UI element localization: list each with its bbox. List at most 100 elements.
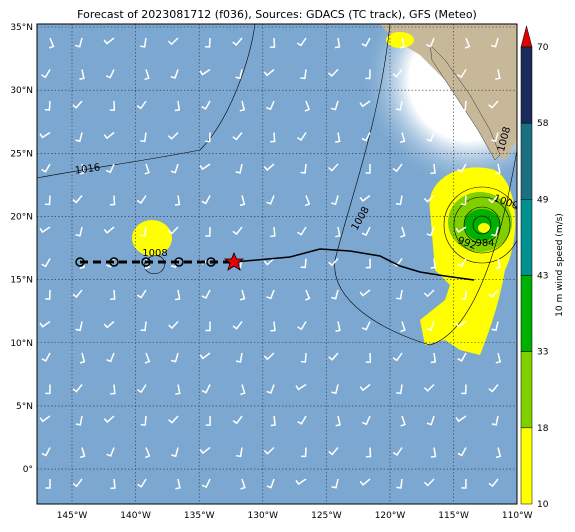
- wind-barb: [263, 68, 275, 77]
- wind-barb: [199, 68, 211, 76]
- wind-barb: [270, 415, 276, 427]
- wind-barb: [365, 69, 371, 80]
- wind-barb: [170, 163, 179, 174]
- wind-barb: [426, 415, 435, 426]
- wind-barb: [327, 68, 339, 78]
- wind-barb: [359, 478, 371, 486]
- title: Forecast of 2023081712 (f036), Sources: …: [77, 8, 477, 21]
- wind-barb: [296, 132, 307, 142]
- colorbar-label: 10 m wind speed (m/s): [555, 213, 565, 317]
- wind-barb: [399, 132, 406, 144]
- wind-barb: [232, 415, 243, 425]
- wind-barb: [48, 37, 55, 49]
- wind-barb: [199, 352, 211, 360]
- wind-barb: [75, 226, 83, 237]
- wind-barb: [365, 352, 372, 363]
- wind-barb: [201, 478, 211, 489]
- wind-barb: [331, 384, 339, 395]
- wind-barb: [423, 100, 435, 109]
- colorbar-tick-label: 43: [537, 272, 548, 282]
- lat-label: 10°N: [10, 339, 33, 349]
- wind-barb: [41, 258, 51, 268]
- wind-barb: [396, 478, 403, 489]
- wind-barb: [300, 258, 307, 269]
- wind-barb: [328, 257, 339, 267]
- lat-label: 30°N: [10, 86, 33, 96]
- wind-barb: [426, 321, 435, 331]
- map-area: 1016 1008 1008 1000 992 984 1008: [37, 24, 517, 504]
- current-position: [223, 251, 245, 271]
- wind-barb: [103, 226, 115, 234]
- wind-barb: [136, 100, 147, 110]
- wind-barb: [491, 132, 499, 143]
- wind-barb: [335, 321, 341, 332]
- wind-barb: [495, 163, 501, 175]
- wind-barb: [365, 258, 371, 269]
- wind-barb: [75, 415, 83, 426]
- lon-label: 135°W: [184, 511, 215, 521]
- wind-barb: [168, 320, 179, 330]
- lat-label: 20°N: [10, 212, 33, 222]
- wind-barb: [110, 478, 116, 490]
- wind-barb: [79, 447, 86, 459]
- wind-barb: [392, 258, 403, 267]
- lat-label: 5°N: [16, 402, 33, 412]
- wind-barb: [144, 69, 150, 81]
- wind-barb: [240, 384, 246, 396]
- colorbar-extend: [520, 25, 533, 48]
- wind-barb: [201, 195, 211, 205]
- lon-label: 120°W: [375, 511, 406, 521]
- wind-barb: [75, 321, 83, 332]
- wind-barb: [426, 226, 435, 237]
- wind-barb: [359, 100, 371, 108]
- wind-barb: [361, 321, 371, 331]
- wind-barb: [460, 100, 467, 111]
- wind-barb: [75, 37, 83, 48]
- wind-barb: [175, 384, 181, 395]
- wind-barb: [39, 226, 51, 234]
- wind-barb: [270, 132, 276, 143]
- wind-barb: [464, 37, 471, 49]
- wind-barb: [45, 289, 51, 300]
- wind-barb: [430, 163, 436, 175]
- wind-barb: [423, 383, 435, 392]
- wind-barb: [423, 194, 435, 203]
- wind-barb: [488, 289, 499, 298]
- wind-barb: [457, 447, 467, 457]
- isobar-label: 1008: [142, 248, 167, 259]
- wind-barb: [430, 352, 437, 364]
- wind-barb: [239, 289, 246, 301]
- wind-barb: [205, 415, 211, 426]
- wind-barb: [304, 289, 311, 301]
- wind-barb: [201, 384, 211, 394]
- isobar-label: 984: [475, 238, 494, 249]
- wind-barb: [331, 478, 339, 489]
- track-point: [174, 257, 184, 267]
- wind-barb: [144, 163, 150, 175]
- wind-barb: [457, 69, 467, 79]
- wind-barb: [400, 415, 406, 427]
- colorbar-tick-label: 10: [537, 500, 549, 510]
- wind-barb: [140, 226, 147, 237]
- wind-barb: [103, 320, 115, 329]
- wind-barb: [457, 258, 467, 268]
- wind-barb: [72, 384, 83, 393]
- wind-barb: [426, 37, 435, 48]
- wind-barb: [300, 352, 307, 363]
- wind-barb: [266, 100, 275, 111]
- wind-barb: [79, 352, 86, 364]
- wind-barb: [400, 226, 406, 238]
- graticule: [37, 24, 517, 504]
- wind-barb: [110, 384, 116, 395]
- wind-barb: [239, 100, 246, 112]
- colorbar-tick-label: 18: [537, 424, 549, 434]
- wind-barb: [335, 415, 341, 427]
- track-point: [75, 257, 85, 267]
- wind-barb: [140, 415, 147, 426]
- wind-barb: [295, 383, 307, 391]
- wind-barb: [205, 321, 211, 332]
- wind-barb: [296, 37, 307, 47]
- wind-barb: [205, 132, 211, 143]
- wind-barb: [174, 195, 181, 206]
- wind-barb: [232, 226, 243, 236]
